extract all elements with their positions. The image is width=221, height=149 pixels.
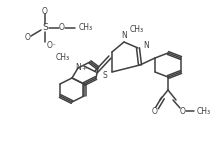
Text: CH₃: CH₃ (56, 53, 70, 62)
Text: O⁻: O⁻ (47, 41, 57, 49)
Text: S: S (102, 70, 107, 80)
Text: O: O (180, 107, 186, 115)
Text: CH₃: CH₃ (79, 24, 93, 32)
Text: +: + (81, 66, 86, 71)
Text: S: S (42, 24, 48, 32)
Text: CH₃: CH₃ (130, 25, 144, 35)
Text: N: N (121, 31, 127, 39)
Text: CH₃: CH₃ (197, 107, 211, 115)
Text: O: O (59, 24, 65, 32)
Text: O: O (25, 32, 31, 42)
Text: N: N (143, 41, 149, 49)
Text: N: N (75, 63, 81, 73)
Text: O: O (42, 7, 48, 15)
Text: O: O (152, 107, 158, 117)
